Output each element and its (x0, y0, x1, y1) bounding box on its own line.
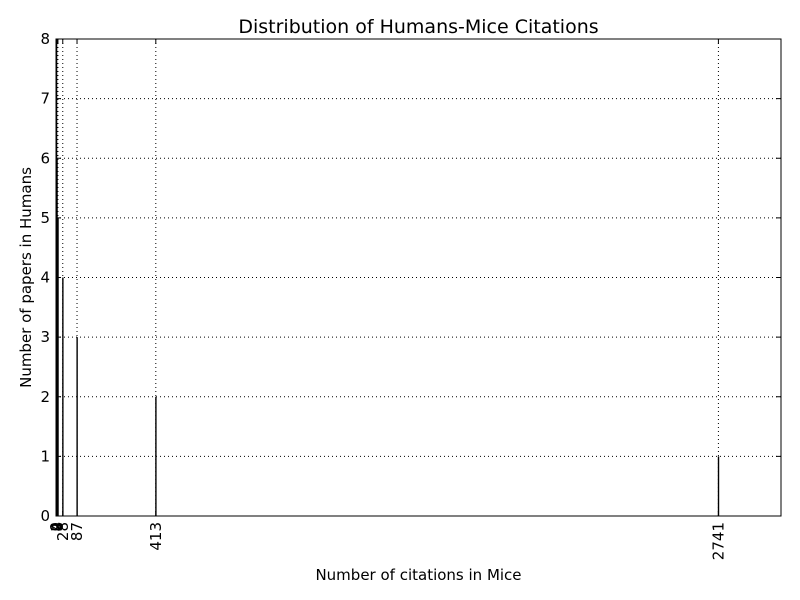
bar (155, 396, 157, 516)
x-tick-label: 413 (147, 522, 165, 551)
x-tick-label: 0 (47, 522, 65, 532)
x-tick-label: 2741 (709, 522, 727, 560)
y-tick-label: 8 (40, 30, 50, 48)
x-tick-label: 2 (47, 522, 65, 532)
y-tick-label: 5 (40, 209, 50, 227)
y-tick-label: 4 (40, 269, 50, 287)
y-axis-label: Number of papers in Humans (17, 167, 35, 388)
bar (717, 456, 720, 516)
y-tick-label: 0 (40, 507, 50, 525)
x-tick-label: 87 (68, 522, 86, 541)
y-tick-label: 7 (40, 90, 50, 108)
y-tick-label: 6 (40, 149, 50, 167)
grid-layer (55, 39, 781, 516)
bar (57, 217, 59, 516)
chart-title: Distribution of Humans-Mice Citations (238, 16, 598, 38)
x-axis-label: Number of citations in Mice (315, 566, 521, 584)
y-tick-label: 2 (40, 388, 50, 406)
y-tick-label: 3 (40, 328, 50, 346)
x-tick-label: 28 (54, 522, 72, 541)
bars-layer (55, 39, 720, 516)
bar (76, 337, 78, 516)
y-tick-label: 1 (40, 447, 50, 465)
x-tick-label: 8 (49, 522, 67, 532)
x-tick-label: 4 (48, 522, 66, 532)
bar (62, 277, 64, 516)
